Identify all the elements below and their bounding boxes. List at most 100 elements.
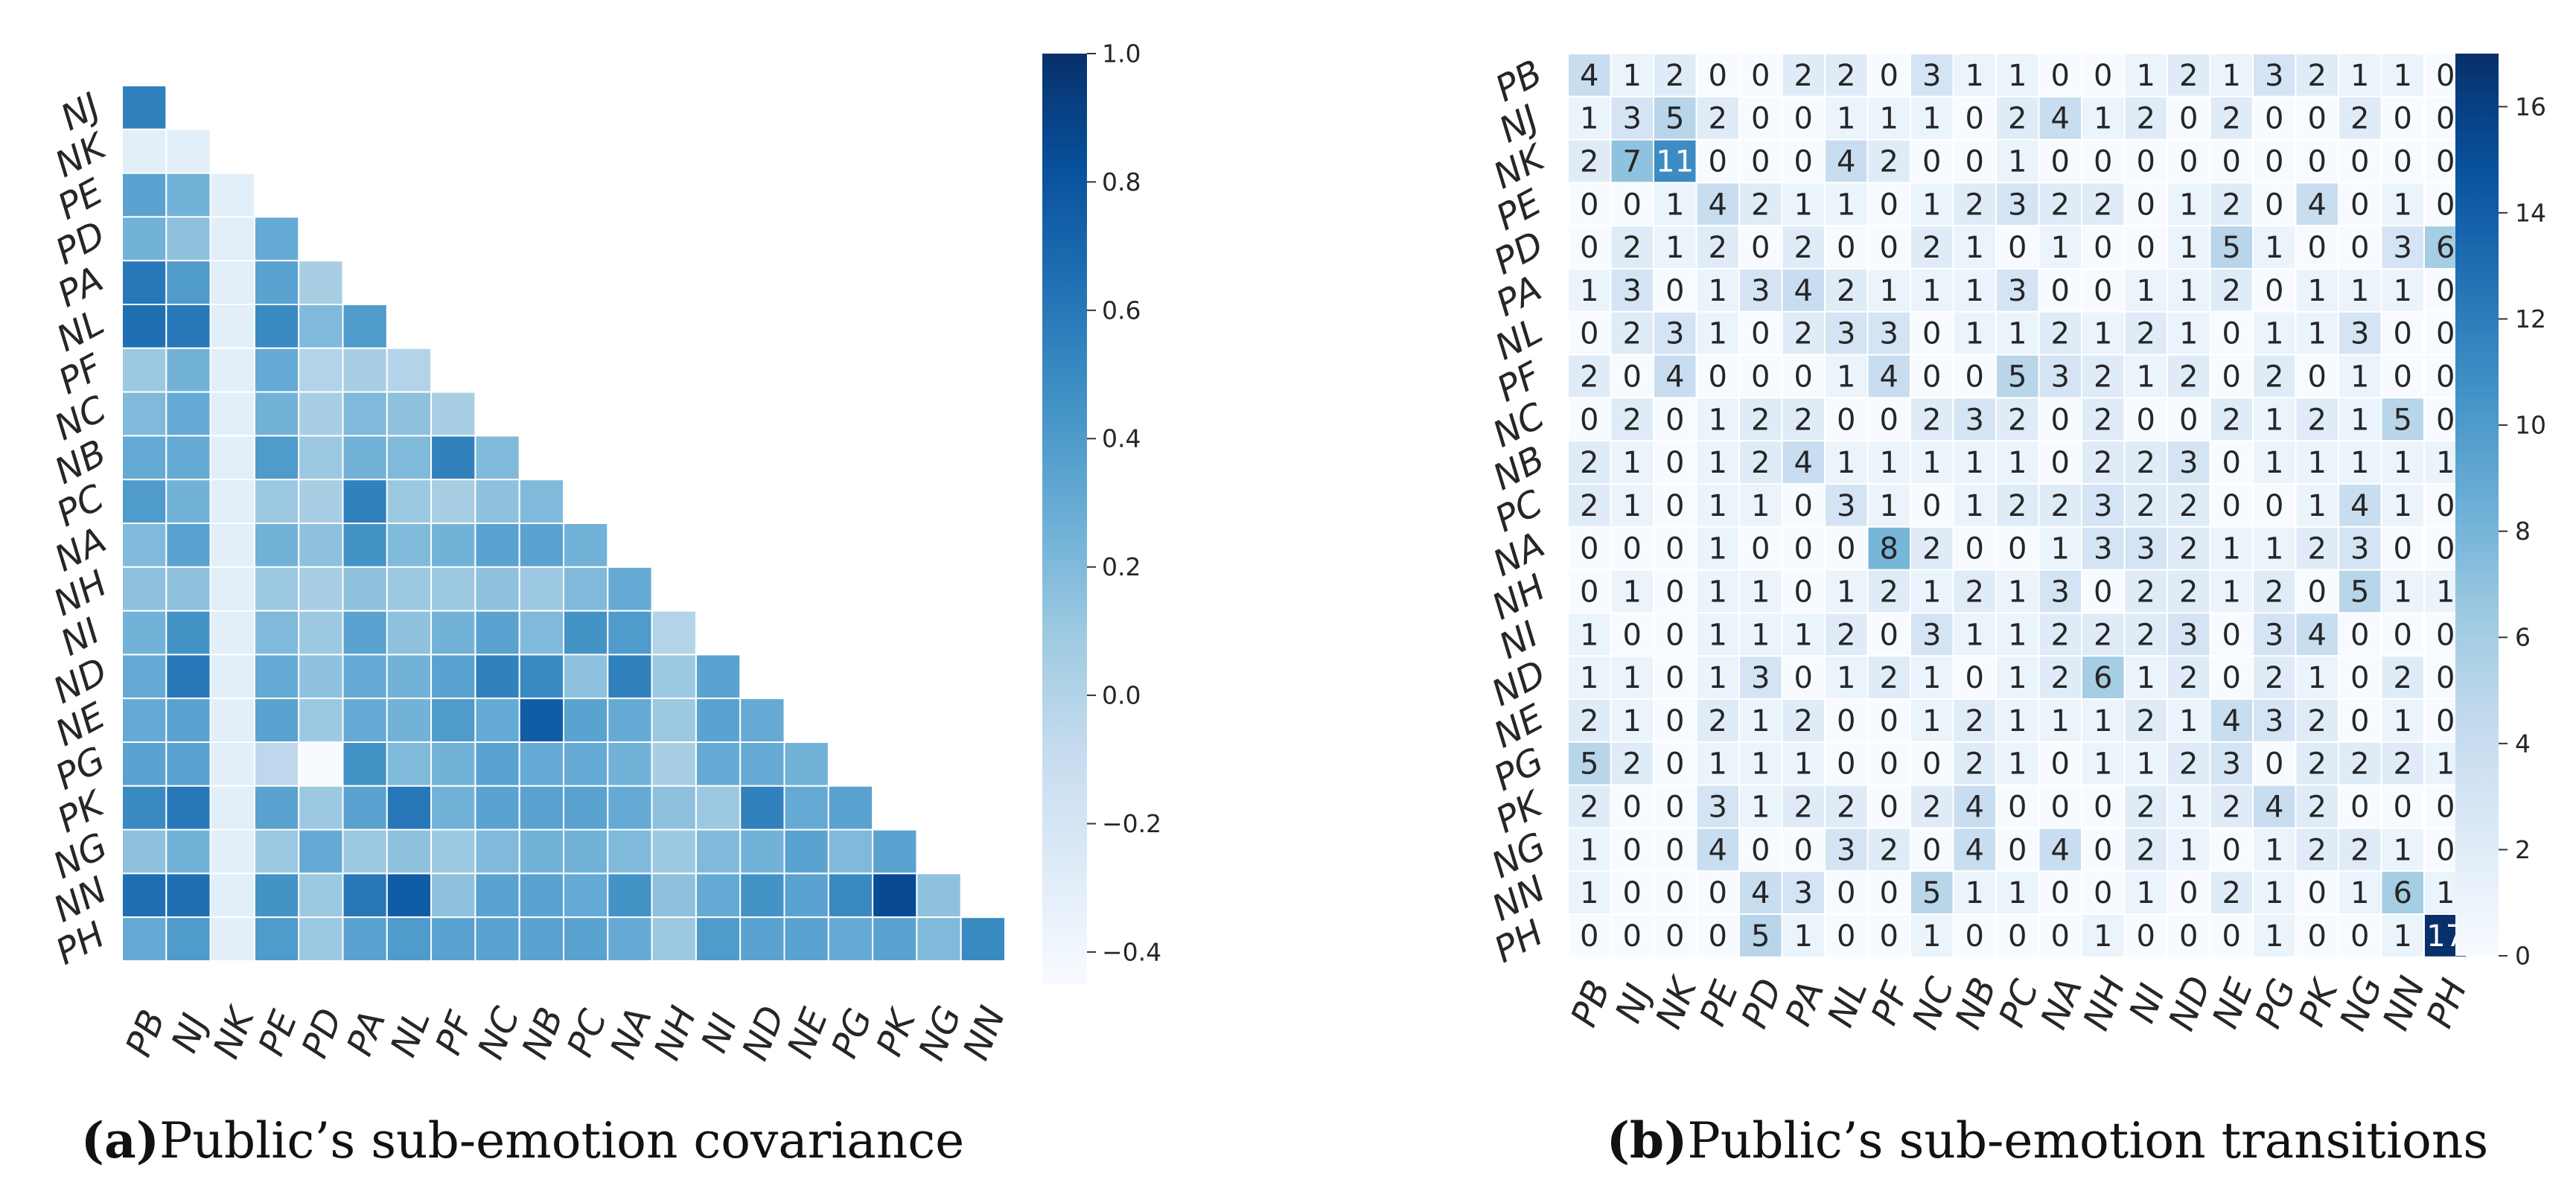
transition-cell-value: 0 <box>1751 59 1770 93</box>
transition-cell-value: 0 <box>2222 360 2241 395</box>
transition-cell-value: 0 <box>2222 145 2241 179</box>
transition-cell-value: 1 <box>1966 618 1984 652</box>
transition-cell <box>1952 397 1997 442</box>
transition-cell-value: 0 <box>2265 102 2283 136</box>
covariance-colorbar <box>1042 54 1087 984</box>
transition-cell-value: 1 <box>2137 747 2155 782</box>
transition-cell-value: 0 <box>2094 231 2112 265</box>
transition-cell-value: 0 <box>2394 791 2412 825</box>
transition-cell-value: 0 <box>2179 919 2198 954</box>
covariance-cell <box>430 872 476 919</box>
transition-cell-value: 4 <box>1709 188 1727 222</box>
transition-cell-value: 2 <box>2265 575 2283 610</box>
transition-cell-value: 1 <box>1837 188 1855 222</box>
transition-cell-value: 1 <box>1966 446 1984 480</box>
covariance-cell <box>209 391 255 437</box>
transition-colorbar-tick-label: 12 <box>2515 304 2546 333</box>
transition-cell-value: 0 <box>1623 532 1642 566</box>
transition-cell <box>1781 913 1826 958</box>
covariance-cell <box>960 916 1006 962</box>
transition-cell-value: 1 <box>2350 274 2369 308</box>
transition-cell-value: 1 <box>1665 231 1684 265</box>
transition-cell-value: 2 <box>1580 489 1598 523</box>
transition-cell-value: 5 <box>2222 231 2241 265</box>
covariance-cell <box>872 872 918 919</box>
transition-cell <box>2038 53 2082 98</box>
transition-cell-value: 2 <box>2308 403 2327 437</box>
covariance-cell <box>121 829 168 875</box>
transition-cell-value: 3 <box>1623 102 1642 136</box>
transition-cell <box>1653 182 1697 227</box>
transition-cell <box>2295 182 2339 227</box>
covariance-cell <box>209 260 255 306</box>
transition-cell-value: 0 <box>2308 876 2327 910</box>
transition-cell-value: 0 <box>1837 747 1855 782</box>
covariance-colorbar-tick-label: 0.6 <box>1102 296 1141 325</box>
transition-cell-value: 0 <box>1665 489 1684 523</box>
transition-cell-value: 1 <box>1966 59 1984 93</box>
transition-colorbar-tick-label: 14 <box>2515 198 2546 227</box>
covariance-column-label: NH <box>646 1000 705 1066</box>
transition-cell <box>1695 827 1740 872</box>
transition-cell-value: 0 <box>1709 919 1727 954</box>
covariance-cell <box>607 697 653 744</box>
transition-cell <box>2167 569 2211 614</box>
transition-cell <box>2252 526 2297 571</box>
transition-cell <box>2038 440 2082 485</box>
transition-cell-value: 0 <box>1794 360 1813 395</box>
transition-cell-value: 0 <box>2179 403 2198 437</box>
transition-cell-value: 0 <box>1966 360 1984 395</box>
transition-cell-value: 4 <box>2308 188 2327 222</box>
transition-cell-value: 2 <box>1623 317 1642 351</box>
transition-cell <box>1567 655 1612 700</box>
transition-cell <box>1824 440 1869 485</box>
transition-cell-value: 0 <box>1966 661 1984 695</box>
covariance-cell <box>298 391 344 437</box>
transition-cell <box>1866 53 1911 98</box>
transition-cell-value: 3 <box>2094 489 2112 523</box>
transition-cell-value: 3 <box>2350 532 2369 566</box>
covariance-cell <box>165 391 211 437</box>
transition-colorbar <box>2455 54 2499 956</box>
covariance-cell <box>651 829 697 875</box>
transition-cell-value: 0 <box>2137 231 2155 265</box>
transition-cell-value: 2 <box>1580 446 1598 480</box>
covariance-cell <box>165 610 211 656</box>
transition-cell-value: 3 <box>2222 747 2241 782</box>
transition-cell-value: 0 <box>1751 231 1770 265</box>
transition-cell <box>1824 182 1869 227</box>
transition-cell-value: 0 <box>1709 360 1727 395</box>
covariance-column-label: PC <box>559 1003 616 1062</box>
transition-cell-value: 1 <box>2179 704 2198 738</box>
covariance-cell <box>165 523 211 568</box>
transition-cell-value: 3 <box>1966 403 1984 437</box>
transition-column-labels: PBNJNKPEPDPANLPFNCNBPCNANHNINDNEPGPKNGNN… <box>1563 970 2475 1036</box>
transition-cell-value: 0 <box>2436 791 2455 825</box>
covariance-cell <box>209 172 255 218</box>
transition-cell <box>2252 741 2297 786</box>
transition-cell-value: 1 <box>1922 575 1941 610</box>
covariance-column-label: PG <box>823 1003 881 1064</box>
transition-cell-value: 1 <box>1623 59 1642 93</box>
transition-cell <box>1866 310 1911 356</box>
transition-cell-value: 1 <box>2008 876 2027 910</box>
transition-cell-value: 6 <box>2394 876 2412 910</box>
transition-cell-value: 2 <box>2222 403 2241 437</box>
transition-cell <box>2338 138 2382 184</box>
transition-cell <box>2123 268 2168 313</box>
covariance-cell <box>563 741 609 787</box>
covariance-cell <box>298 435 344 481</box>
transition-cell-value: 2 <box>2051 618 2070 652</box>
transition-cell <box>2123 397 2168 442</box>
transition-colorbar-ticks: 16 14 12 10 8 6 4 2 0 <box>2499 92 2546 971</box>
transition-cell-value: 1 <box>1709 575 1727 610</box>
transition-cell <box>2295 440 2339 485</box>
transition-cell <box>1695 526 1740 571</box>
covariance-cell <box>430 785 476 831</box>
transition-cell <box>1866 913 1911 958</box>
transition-cell-value: 0 <box>2265 145 2283 179</box>
transition-cell-value: 1 <box>1751 489 1770 523</box>
transition-cell <box>2380 182 2425 227</box>
covariance-cell <box>121 479 168 525</box>
transition-cell <box>1695 870 1740 915</box>
